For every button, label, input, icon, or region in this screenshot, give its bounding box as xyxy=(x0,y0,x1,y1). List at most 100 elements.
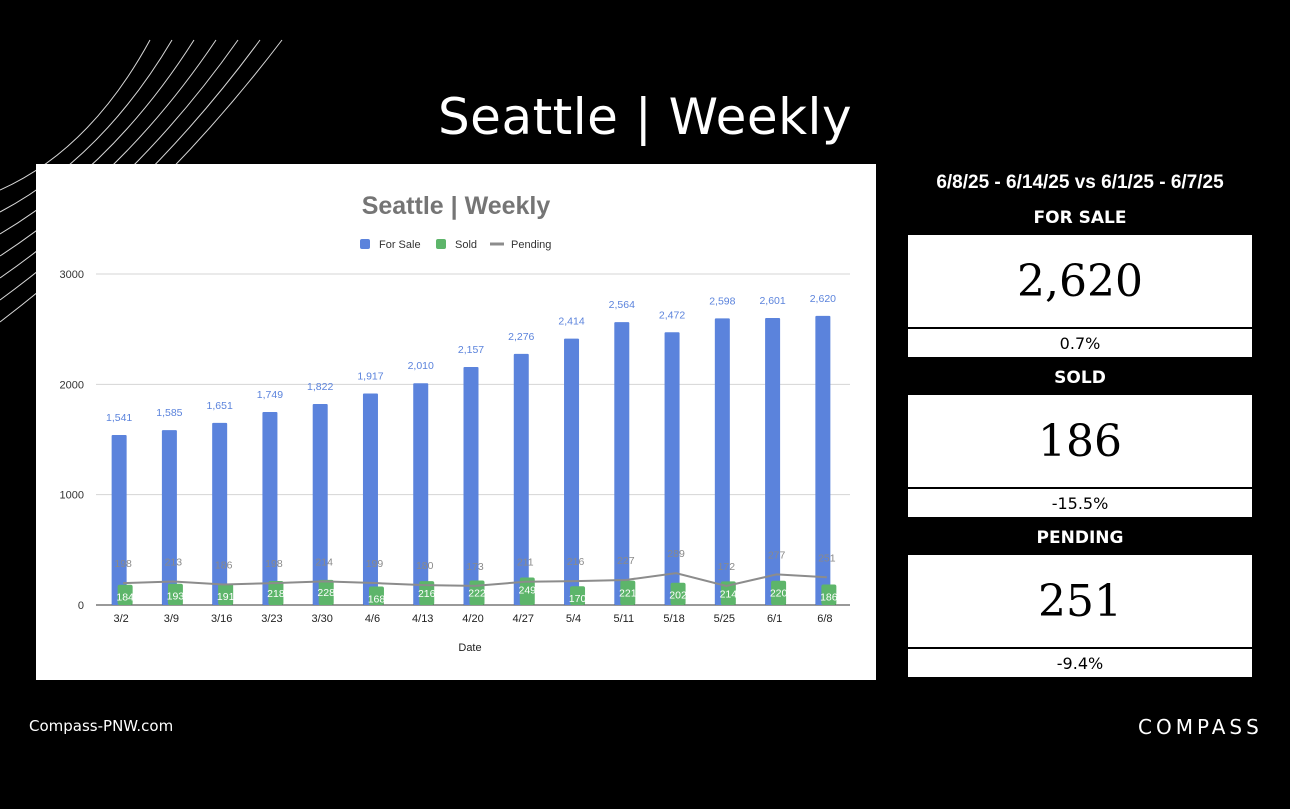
bar-sold xyxy=(570,586,586,605)
x-tick-label: 4/13 xyxy=(412,613,433,625)
bar-for-sale xyxy=(463,367,479,605)
decorative-arc xyxy=(0,39,173,213)
label-pending: 277 xyxy=(768,549,786,561)
bar-sold xyxy=(268,580,284,605)
bar-for-sale xyxy=(111,434,127,605)
for-sale-change: 0.7% xyxy=(908,329,1252,357)
label-sold: 214 xyxy=(720,588,738,600)
bar-sold xyxy=(771,580,787,605)
decorative-arc xyxy=(0,39,217,257)
bar-sold xyxy=(519,577,535,605)
x-tick-label: 4/6 xyxy=(365,613,380,625)
x-tick-label: 3/16 xyxy=(211,613,232,625)
bar-sold xyxy=(419,581,435,605)
chart-bars xyxy=(111,315,837,605)
label-for-sale: 1,651 xyxy=(207,400,233,412)
bar-sold xyxy=(821,584,837,605)
chart-legend: For Sale Sold Pending xyxy=(360,239,551,251)
y-tick-label: 2000 xyxy=(60,379,84,391)
label-sold: 220 xyxy=(770,588,788,600)
decorative-arc xyxy=(0,39,151,191)
pending-value: 251 xyxy=(908,555,1252,647)
bar-sold xyxy=(117,584,133,605)
chart-data-labels: 1,541 198 184 1,585 213 193 1,651 186 191 1,749 19… xyxy=(106,293,838,606)
pending-label: PENDING xyxy=(1036,528,1124,548)
legend-sold-swatch xyxy=(436,239,446,249)
x-tick-label: 4/27 xyxy=(513,613,534,625)
bar-sold xyxy=(620,580,636,605)
label-for-sale: 2,564 xyxy=(609,299,635,311)
compass-logo: COMPASS xyxy=(1138,715,1263,739)
x-tick-label: 6/8 xyxy=(817,613,832,625)
weekly-chart: Seattle | Weekly For Sale Sold Pending 0 10… xyxy=(60,192,850,654)
label-sold: 191 xyxy=(217,591,235,603)
bar-for-sale xyxy=(312,403,328,605)
x-tick-label: 5/11 xyxy=(614,613,635,625)
label-pending: 213 xyxy=(165,556,183,568)
legend-for-sale-label: For Sale xyxy=(379,239,421,251)
bar-sold xyxy=(167,583,183,605)
label-sold: 222 xyxy=(468,588,486,600)
bar-sold xyxy=(218,583,234,605)
pending-change: -9.4% xyxy=(908,649,1252,677)
bar-for-sale xyxy=(815,315,831,605)
bar-for-sale xyxy=(413,383,429,605)
legend-sold: Sold xyxy=(436,239,477,251)
label-pending: 251 xyxy=(818,552,836,564)
bar-for-sale xyxy=(513,353,529,605)
legend-sold-label: Sold xyxy=(455,239,477,251)
chart-x-axis: 3/2 3/9 3/16 3/23 3/30 4/6 4/13 4/20 4/27 5/4 5/11… xyxy=(113,613,832,625)
label-for-sale: 1,585 xyxy=(156,407,182,419)
legend-for-sale-swatch xyxy=(360,239,370,249)
x-tick-label: 4/20 xyxy=(462,613,483,625)
bar-sold xyxy=(720,581,736,605)
label-for-sale: 1,917 xyxy=(357,370,383,382)
y-tick-label: 3000 xyxy=(60,269,84,281)
label-pending: 173 xyxy=(466,561,484,573)
label-pending: 180 xyxy=(416,560,434,572)
label-sold: 170 xyxy=(569,593,587,605)
page-title: Seattle | Weekly xyxy=(437,88,853,146)
sold-change: -15.5% xyxy=(908,489,1252,517)
label-for-sale: 1,541 xyxy=(106,412,132,424)
sold-value: 186 xyxy=(908,395,1252,487)
bar-sold xyxy=(318,579,334,605)
website-link: Compass-PNW.com xyxy=(29,717,174,735)
label-for-sale: 2,620 xyxy=(810,293,836,305)
label-sold: 186 xyxy=(820,591,838,603)
bar-for-sale xyxy=(614,322,630,605)
x-tick-label: 6/1 xyxy=(767,613,782,625)
label-pending: 186 xyxy=(215,559,233,571)
label-for-sale: 2,414 xyxy=(558,316,584,328)
x-tick-label: 5/25 xyxy=(714,613,735,625)
x-tick-label: 3/30 xyxy=(311,613,332,625)
legend-pending: Pending xyxy=(490,239,551,251)
bar-for-sale xyxy=(212,422,228,605)
label-for-sale: 2,276 xyxy=(508,331,534,343)
chart-title: Seattle | Weekly xyxy=(362,192,551,220)
x-tick-label: 3/9 xyxy=(164,613,179,625)
bar-for-sale xyxy=(362,393,378,605)
label-sold: 221 xyxy=(619,588,637,600)
label-pending: 198 xyxy=(265,558,283,570)
chart-panel: Seattle | Weekly For Sale Sold Pending 0 10… xyxy=(36,164,876,680)
label-sold: 218 xyxy=(267,588,285,600)
x-tick-label: 3/2 xyxy=(113,613,128,625)
x-axis-label: Date xyxy=(458,642,481,654)
label-pending: 216 xyxy=(567,556,585,568)
bar-for-sale xyxy=(765,318,781,605)
label-sold: 184 xyxy=(116,592,134,604)
bar-for-sale xyxy=(714,318,730,605)
label-pending: 172 xyxy=(718,561,736,573)
label-for-sale: 2,598 xyxy=(709,295,735,307)
label-sold: 202 xyxy=(669,590,687,602)
date-range: 6/8/25 - 6/14/25 vs 6/1/25 - 6/7/25 xyxy=(936,172,1224,193)
legend-for-sale: For Sale xyxy=(360,239,421,251)
label-for-sale: 1,822 xyxy=(307,381,333,393)
label-sold: 216 xyxy=(418,588,436,600)
label-sold: 168 xyxy=(368,593,386,605)
label-for-sale: 2,010 xyxy=(408,360,434,372)
bar-for-sale xyxy=(664,332,680,605)
label-pending: 214 xyxy=(315,556,333,568)
bar-for-sale xyxy=(161,430,177,605)
